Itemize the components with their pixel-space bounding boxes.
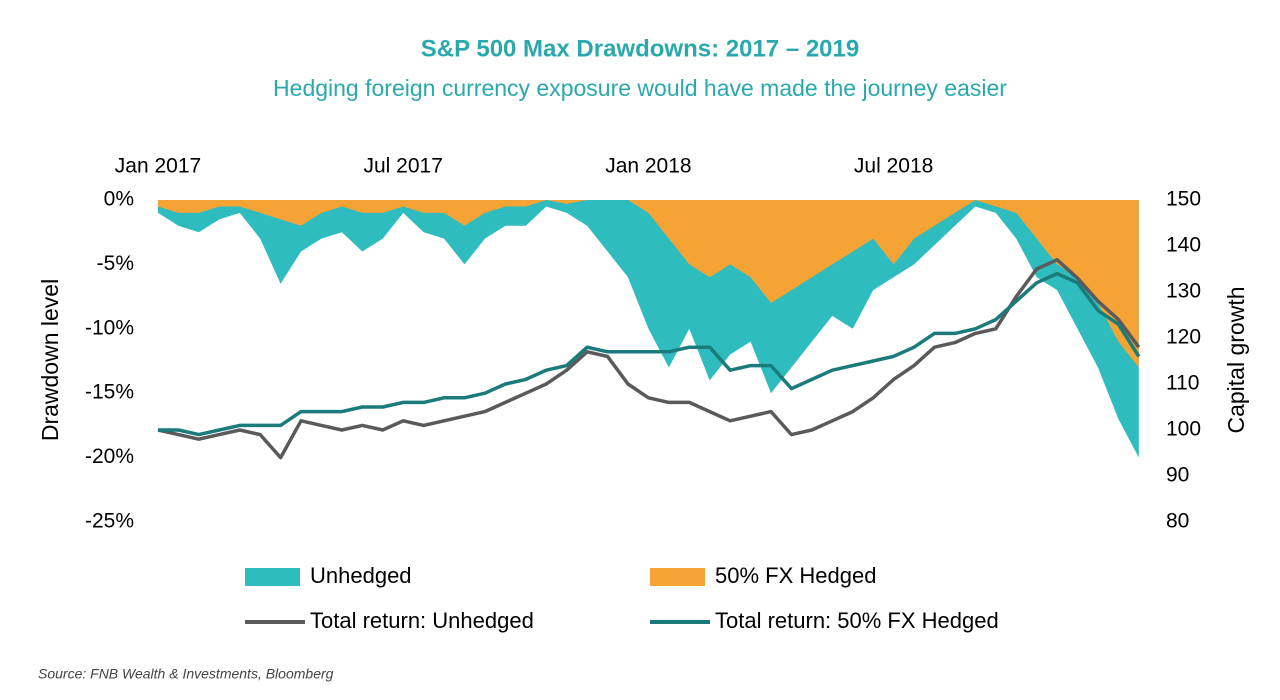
y-tick-label: -20%: [85, 445, 134, 468]
y2-axis-title: Capital growth: [1223, 286, 1249, 433]
chart-subtitle: Hedging foreign currency exposure would …: [273, 75, 1007, 101]
y2-tick-label: 90: [1166, 464, 1189, 487]
x-tick-label: Jan 2018: [605, 155, 691, 178]
return-line: [158, 271, 1141, 437]
return-line: [157, 258, 1141, 460]
legend-label: Unhedged: [310, 563, 412, 588]
legend-label: Total return: 50% FX Hedged: [715, 608, 999, 633]
x-tick-label: Jul 2018: [854, 155, 933, 178]
y-tick-label: 0%: [104, 188, 134, 211]
y2-tick-label: 110: [1166, 372, 1199, 395]
y2-tick-label: 120: [1166, 326, 1201, 349]
legend-swatch: [650, 568, 705, 586]
y-tick-label: -15%: [85, 381, 134, 404]
y2-tick-label: 80: [1166, 510, 1189, 533]
y-tick-label: -25%: [85, 510, 134, 533]
y-tick-label: -5%: [97, 252, 134, 275]
source-note: Source: FNB Wealth & Investments, Bloomb…: [38, 666, 334, 682]
legend-label: 50% FX Hedged: [715, 563, 876, 588]
y2-tick-label: 140: [1166, 234, 1201, 257]
x-tick-label: Jan 2017: [115, 155, 201, 178]
drawdown-area: [158, 200, 1139, 368]
y2-tick-label: 130: [1166, 280, 1201, 303]
x-tick-label: Jul 2017: [364, 155, 443, 178]
y2-tick-label: 100: [1166, 418, 1201, 441]
legend-swatch: [245, 568, 300, 586]
y-axis-title: Drawdown level: [37, 279, 63, 441]
y-tick-label: -10%: [85, 316, 134, 339]
legend-label: Total return: Unhedged: [310, 608, 534, 633]
chart-title: S&P 500 Max Drawdowns: 2017 – 2019: [421, 35, 859, 62]
y2-tick-label: 150: [1166, 188, 1201, 211]
